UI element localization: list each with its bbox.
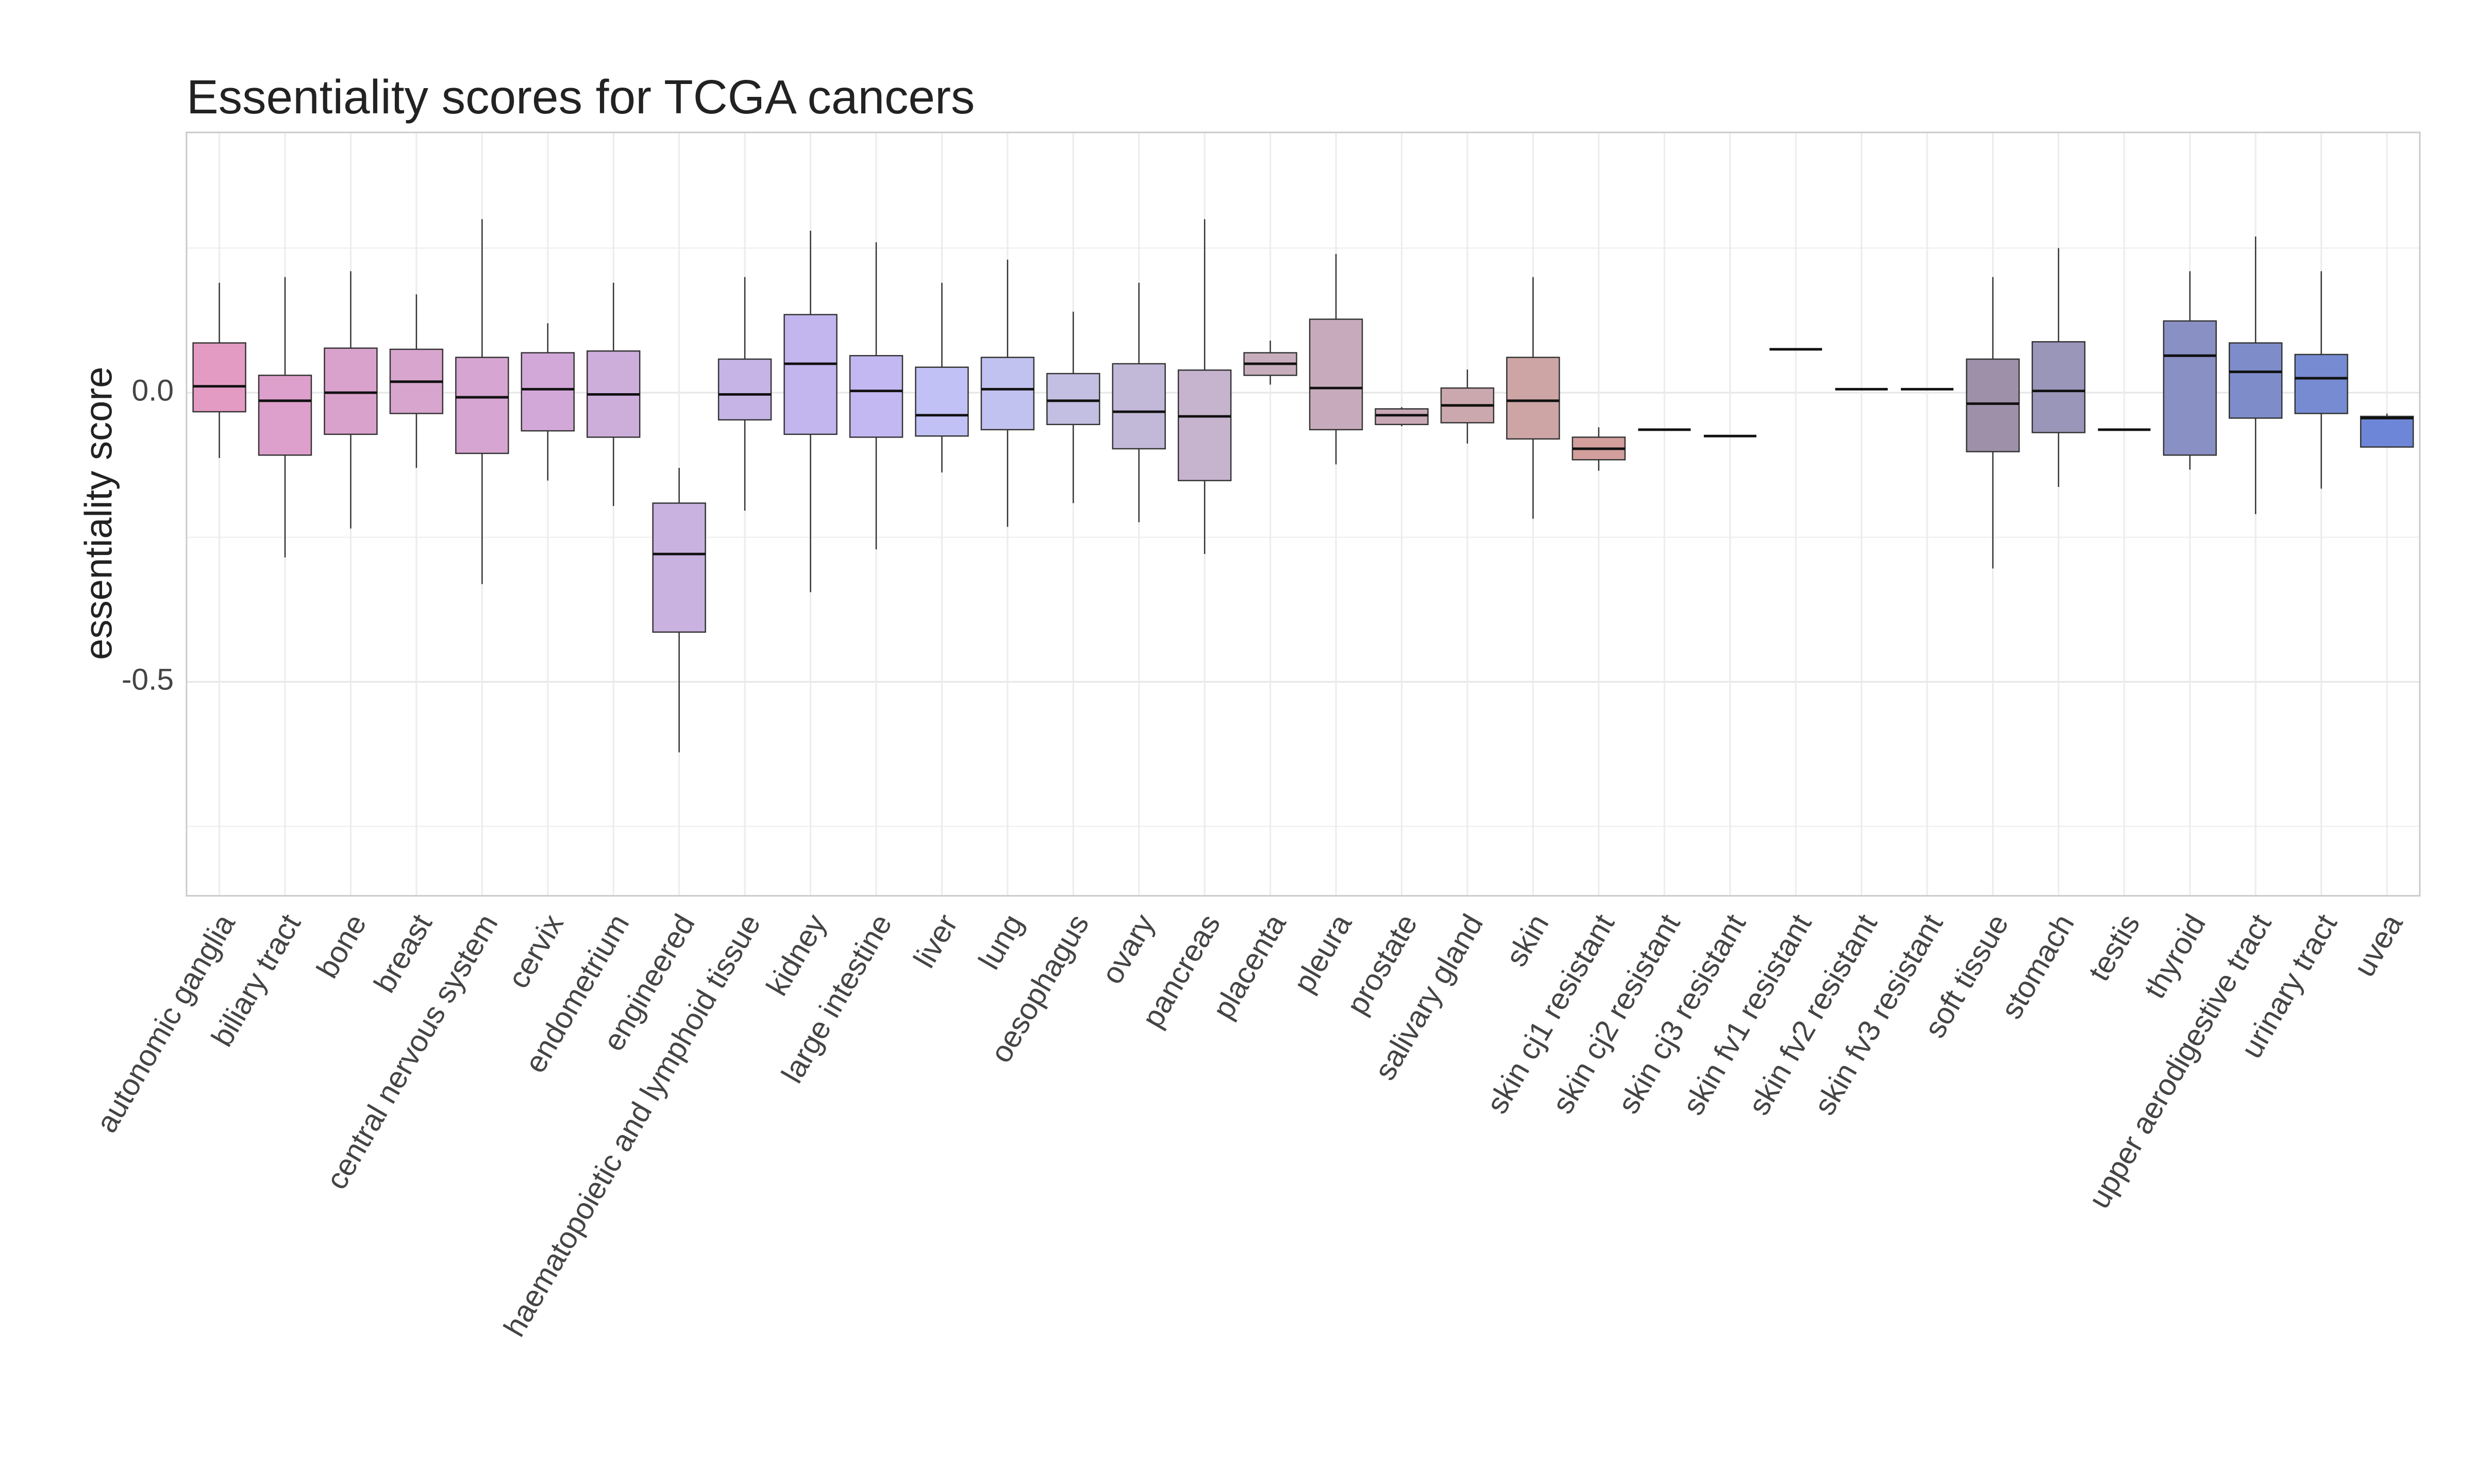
box [2360, 415, 2414, 448]
box [1309, 318, 1363, 431]
box [1375, 408, 1429, 426]
y-tick-label: 0.0 [131, 374, 174, 408]
box [1506, 357, 1560, 440]
y-tick-label: -0.5 [122, 663, 174, 697]
box [849, 355, 904, 438]
box [2031, 341, 2086, 433]
y-axis-label: essentiality score [77, 367, 120, 660]
box [521, 352, 575, 432]
box [1177, 369, 1232, 481]
box [980, 357, 1035, 431]
box [652, 502, 706, 633]
chart-title: Essentiality scores for TCGA cancers [187, 70, 975, 124]
box [1112, 363, 1166, 450]
box [258, 375, 312, 456]
box [192, 342, 246, 413]
box [324, 347, 378, 435]
box [783, 314, 838, 435]
box [455, 357, 509, 454]
box [2229, 342, 2283, 419]
box [717, 358, 772, 421]
box [1046, 373, 1100, 426]
box [2163, 320, 2217, 456]
plot-border [186, 131, 2421, 897]
box [915, 366, 969, 437]
box [1966, 358, 2020, 452]
box [2294, 353, 2348, 414]
